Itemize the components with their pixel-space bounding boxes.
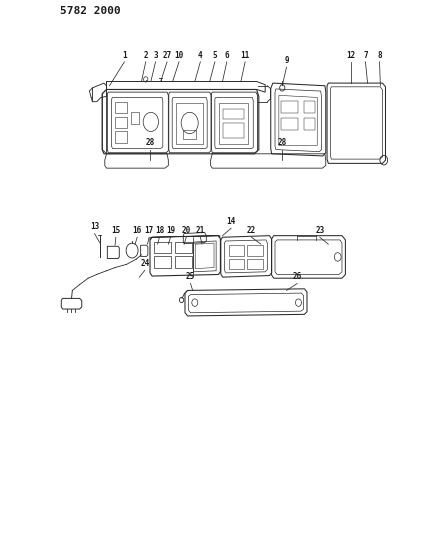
Text: 8: 8	[377, 51, 382, 60]
Text: 19: 19	[166, 226, 175, 235]
Text: 12: 12	[346, 51, 355, 60]
Text: 28: 28	[278, 139, 287, 148]
Text: 7: 7	[363, 51, 368, 60]
Text: 18: 18	[155, 226, 164, 235]
Text: 25: 25	[186, 272, 195, 281]
Text: 2: 2	[143, 51, 148, 60]
Text: 9: 9	[284, 56, 289, 65]
Text: 5782 2000: 5782 2000	[60, 5, 121, 15]
Text: 17: 17	[145, 226, 154, 235]
Text: 10: 10	[174, 51, 184, 60]
Text: 20: 20	[181, 226, 191, 235]
Text: 23: 23	[315, 226, 324, 235]
Text: 16: 16	[133, 226, 142, 235]
Text: 3: 3	[153, 51, 158, 60]
Text: 11: 11	[241, 51, 250, 60]
Text: 27: 27	[163, 51, 172, 60]
Text: 22: 22	[247, 226, 256, 235]
Text: 4: 4	[198, 51, 203, 60]
Text: 28: 28	[146, 139, 155, 148]
Text: 24: 24	[140, 259, 149, 268]
Text: 26: 26	[293, 272, 302, 281]
Text: 14: 14	[226, 217, 236, 226]
Text: 13: 13	[90, 222, 99, 231]
Text: 6: 6	[224, 51, 229, 60]
Text: 1: 1	[122, 51, 127, 60]
Text: 21: 21	[196, 226, 205, 235]
Text: 15: 15	[111, 226, 121, 235]
Text: 5: 5	[213, 51, 217, 60]
